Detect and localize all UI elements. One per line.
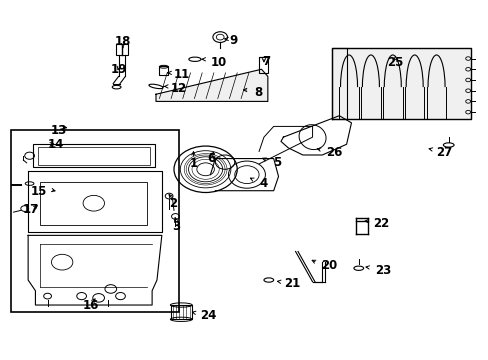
Text: 4: 4	[259, 177, 267, 190]
Text: 20: 20	[321, 258, 337, 271]
Bar	[159, 66, 168, 75]
Text: 3: 3	[172, 220, 180, 233]
Bar	[40, 182, 147, 225]
Text: 8: 8	[254, 86, 262, 99]
Text: 17: 17	[22, 203, 39, 216]
Text: 24: 24	[200, 309, 216, 321]
Text: 21: 21	[284, 277, 300, 290]
Bar	[33, 144, 154, 167]
Bar	[259, 57, 267, 73]
Text: 11: 11	[174, 68, 190, 81]
Bar	[116, 44, 128, 55]
Text: 2: 2	[169, 197, 177, 210]
Polygon shape	[156, 69, 267, 102]
Bar	[170, 305, 192, 319]
Text: 25: 25	[386, 55, 403, 69]
Text: 7: 7	[262, 55, 270, 68]
Text: 9: 9	[229, 34, 237, 47]
Text: 16: 16	[83, 299, 100, 312]
Bar	[11, 130, 179, 312]
Text: 27: 27	[436, 146, 452, 159]
Text: 15: 15	[30, 185, 46, 198]
Bar	[331, 48, 346, 119]
Text: 18: 18	[115, 35, 131, 48]
Text: 19: 19	[111, 63, 127, 76]
Text: 13: 13	[51, 124, 67, 137]
Text: 23: 23	[374, 264, 390, 276]
Text: 6: 6	[207, 152, 215, 165]
Text: 5: 5	[272, 156, 281, 169]
Bar	[38, 147, 149, 165]
Text: 10: 10	[210, 55, 226, 69]
Text: 22: 22	[372, 217, 389, 230]
Text: 12: 12	[170, 82, 186, 95]
Text: 26: 26	[325, 146, 342, 159]
Text: 1: 1	[189, 157, 197, 170]
Text: 14: 14	[47, 139, 64, 152]
Polygon shape	[331, 48, 469, 119]
